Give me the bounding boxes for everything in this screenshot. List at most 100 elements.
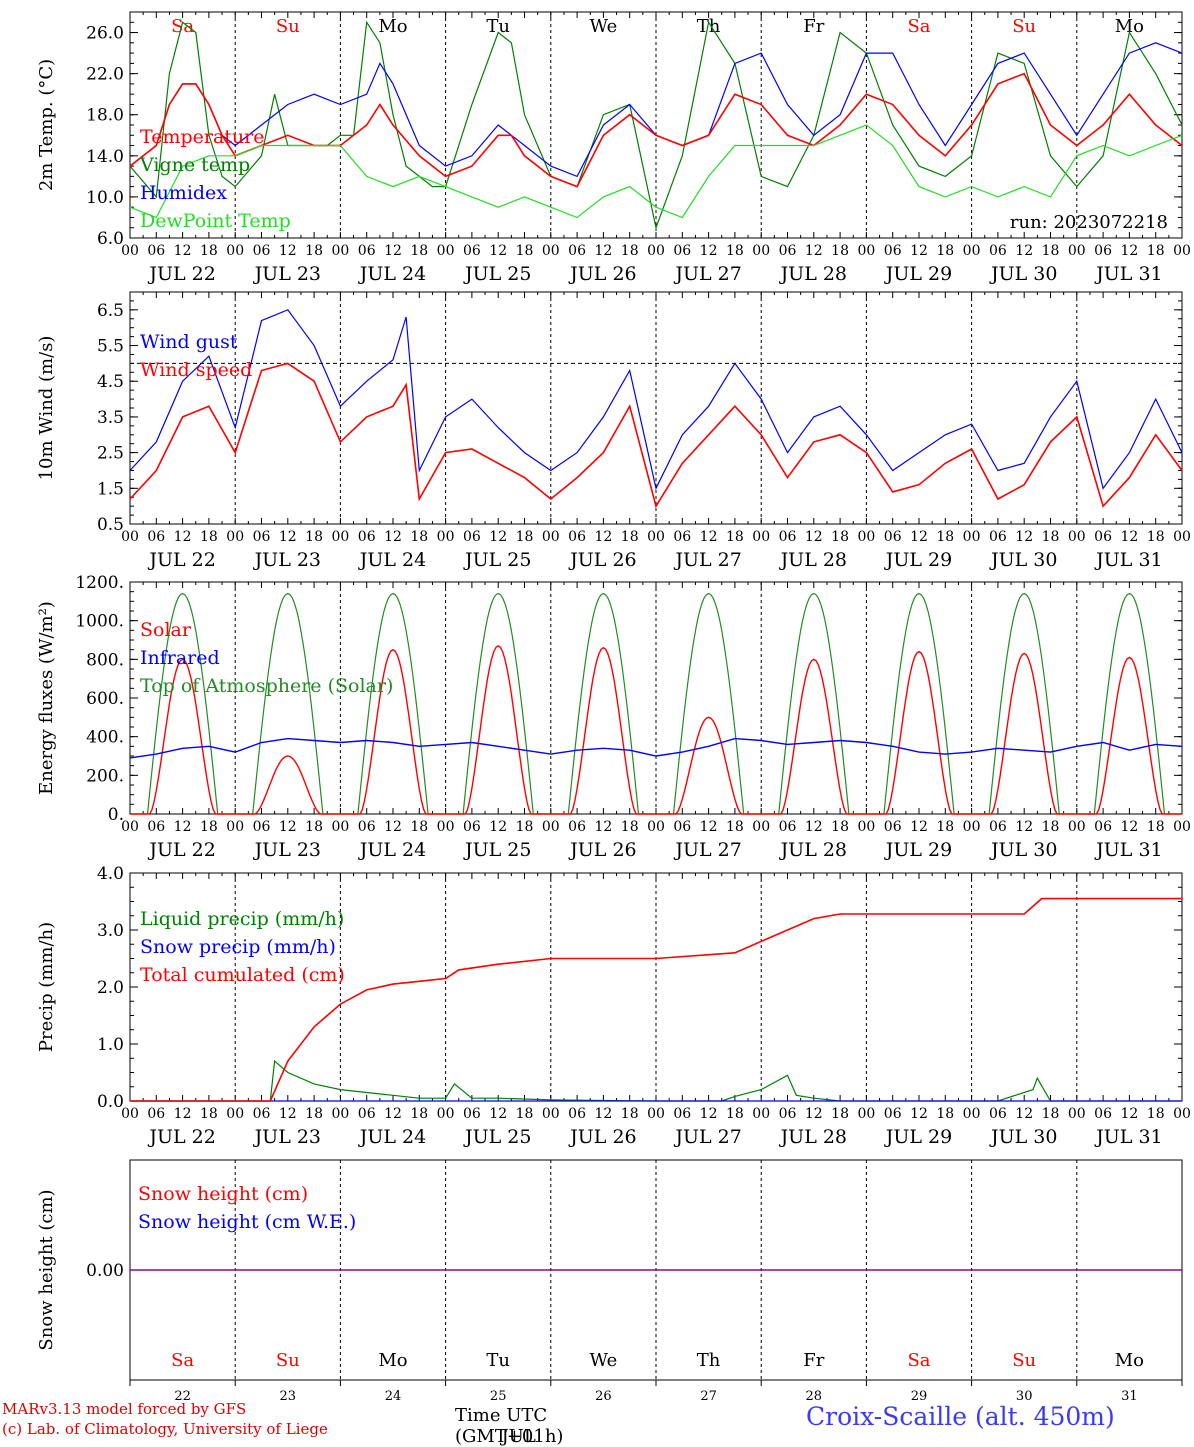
hour-tick-label: 00 (331, 819, 349, 835)
hour-tick-label: 18 (516, 819, 534, 835)
hour-tick-label: 12 (805, 819, 823, 835)
hour-tick-label: 18 (305, 1106, 323, 1122)
hour-tick-label: 18 (305, 243, 323, 259)
hour-tick-label: 06 (253, 819, 271, 835)
y-axis-label: Snow height (cm) (36, 1189, 57, 1350)
hour-tick-label: 00 (437, 243, 455, 259)
hour-tick-label: 06 (147, 529, 165, 545)
hour-tick-label: 06 (463, 819, 481, 835)
hour-tick-label: 18 (936, 529, 954, 545)
date-label: JUL 29 (884, 549, 952, 571)
hour-tick-label: 06 (358, 243, 376, 259)
hour-tick-label: 12 (279, 1106, 297, 1122)
date-label: JUL 29 (884, 1126, 952, 1148)
hour-tick-label: 06 (568, 819, 586, 835)
hour-tick-label: 18 (621, 1106, 639, 1122)
hour-tick-label: 06 (358, 1106, 376, 1122)
hour-tick-label: 06 (884, 529, 902, 545)
hour-tick-label: 00 (331, 1106, 349, 1122)
hour-tick-label: 12 (1120, 819, 1138, 835)
hour-tick-label: 18 (410, 243, 428, 259)
legend-entry: Wind gust (140, 331, 238, 353)
station-label: Croix-Scaille (alt. 450m) (806, 1402, 1115, 1431)
date-label: JUL 29 (884, 263, 952, 285)
hour-tick-label: 06 (884, 819, 902, 835)
hour-tick-label: 00 (857, 529, 875, 545)
hour-tick-label: 06 (463, 529, 481, 545)
hour-tick-label: 12 (1120, 243, 1138, 259)
hour-tick-label: 12 (594, 529, 612, 545)
date-label: JUL 29 (884, 839, 952, 861)
date-label: JUL 22 (147, 839, 215, 861)
date-label: JUL 31 (1094, 1126, 1162, 1148)
y-tick-label: 2.0 (97, 978, 124, 998)
hour-tick-label: 06 (463, 1106, 481, 1122)
hour-tick-label: 00 (963, 243, 981, 259)
hour-tick-label: 12 (594, 819, 612, 835)
date-label: JUL 31 (1094, 263, 1162, 285)
hour-tick-label: 18 (1042, 243, 1060, 259)
hour-tick-label: 18 (410, 819, 428, 835)
hour-tick-label: 00 (963, 1106, 981, 1122)
hour-tick-label: 18 (726, 819, 744, 835)
date-label: JUL 26 (568, 263, 636, 285)
date-label: JUL 26 (568, 549, 636, 571)
y-tick-label: 1.0 (97, 1035, 124, 1055)
day-number-label: 30 (1016, 1389, 1033, 1404)
weekday-label: Su (276, 16, 300, 37)
date-label: JUL 31 (1094, 839, 1162, 861)
hour-tick-label: 00 (1173, 819, 1191, 835)
hour-tick-label: 06 (147, 1106, 165, 1122)
hour-tick-label: 00 (647, 529, 665, 545)
day-number-label: 22 (174, 1389, 191, 1404)
hour-tick-label: 00 (752, 819, 770, 835)
time-axis-label: Time UTC (GMT+01h)JUL (455, 1405, 564, 1447)
hour-tick-label: 18 (1042, 529, 1060, 545)
hour-tick-label: 12 (384, 529, 402, 545)
hour-tick-label: 00 (542, 1106, 560, 1122)
hour-tick-label: 12 (384, 819, 402, 835)
hour-tick-label: 12 (1120, 529, 1138, 545)
hour-tick-label: 06 (989, 243, 1007, 259)
hour-tick-label: 06 (358, 819, 376, 835)
hour-tick-label: 06 (147, 243, 165, 259)
hour-tick-label: 00 (1068, 1106, 1086, 1122)
hour-tick-label: 18 (516, 243, 534, 259)
series-line (129, 20, 1183, 230)
y-tick-label: 0. (108, 805, 124, 825)
series-line (130, 897, 1182, 1102)
date-label: JUL 28 (779, 1126, 847, 1148)
y-tick-label: 800. (86, 650, 124, 670)
hour-tick-label: 12 (279, 529, 297, 545)
weekday-label: Th (697, 16, 721, 37)
y-tick-label: 200. (86, 766, 124, 786)
weekday-label: Fr (803, 16, 824, 37)
hour-tick-label: 06 (1094, 529, 1112, 545)
weekday-label: Tu (486, 16, 510, 37)
weekday-label: Su (1012, 1350, 1036, 1371)
hour-tick-label: 18 (1147, 529, 1165, 545)
weekday-label: Su (1012, 16, 1036, 37)
y-tick-label: 6.5 (97, 301, 124, 321)
hour-tick-label: 18 (831, 819, 849, 835)
hour-tick-label: 12 (279, 819, 297, 835)
day-number-label: 28 (806, 1389, 823, 1404)
hour-tick-label: 00 (331, 529, 349, 545)
hour-tick-label: 06 (989, 1106, 1007, 1122)
legend-entry: Top of Atmosphere (Solar) (140, 675, 393, 697)
y-tick-label: 1000. (75, 612, 124, 632)
hour-tick-label: 12 (174, 243, 192, 259)
hour-tick-label: 06 (568, 1106, 586, 1122)
hour-tick-label: 12 (700, 819, 718, 835)
hour-tick-label: 12 (489, 243, 507, 259)
hour-tick-label: 06 (884, 243, 902, 259)
y-tick-label: 1.5 (97, 479, 124, 499)
hour-tick-label: 18 (410, 1106, 428, 1122)
hour-tick-label: 12 (489, 819, 507, 835)
chart-panel-4: 0.0 1.0 2.0 3.0 4.0 Precip (mm/h) 00 06 12 18 00 06… (36, 864, 1191, 1148)
hour-tick-label: 00 (857, 1106, 875, 1122)
hour-tick-label: 18 (726, 529, 744, 545)
date-label: JUL 23 (253, 263, 321, 285)
hour-tick-label: 18 (936, 819, 954, 835)
hour-tick-label: 18 (200, 819, 218, 835)
